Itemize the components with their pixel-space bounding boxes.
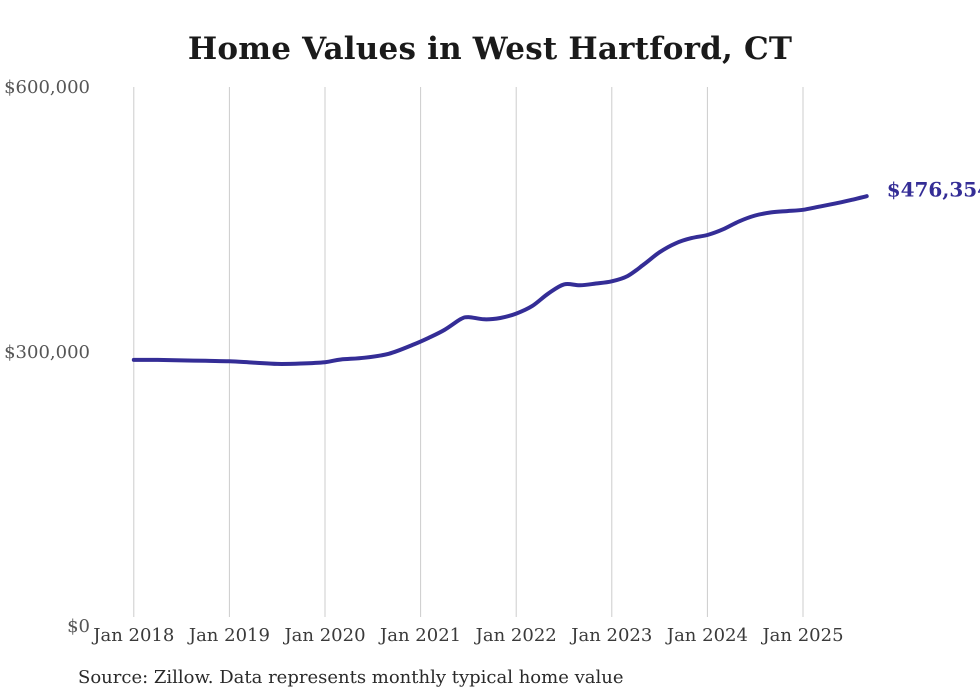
y-axis-tick-label: $0 <box>67 616 90 637</box>
home-value-line-series <box>131 194 869 366</box>
gridlines-group <box>133 87 804 617</box>
x-axis-tick-label: Jan 2021 <box>378 625 461 646</box>
latest-value-label: $476,354 <box>887 178 980 202</box>
x-axis-tick-label: Jan 2023 <box>569 625 652 646</box>
x-axis-tick-labels-group: Jan 2018 Jan 2019 Jan 2020 Jan 2021 Jan 2022… <box>91 625 843 646</box>
x-axis-tick-label: Jan 2018 <box>91 625 174 646</box>
x-axis-tick-label: Jan 2022 <box>474 625 557 646</box>
chart-title: Home Values in West Hartford, CT <box>187 31 793 67</box>
y-axis-tick-label: $300,000 <box>4 342 90 363</box>
y-axis-tick-labels-group: $600,000 $300,000 $0 <box>4 77 90 637</box>
x-axis-tick-label: Jan 2020 <box>282 625 365 646</box>
source-attribution: Source: Zillow. Data represents monthly … <box>78 667 624 688</box>
x-axis-tick-label: Jan 2024 <box>665 625 748 646</box>
x-axis-tick-label: Jan 2025 <box>760 625 843 646</box>
x-axis-tick-label: Jan 2019 <box>187 625 270 646</box>
y-axis-tick-label: $600,000 <box>4 77 90 98</box>
